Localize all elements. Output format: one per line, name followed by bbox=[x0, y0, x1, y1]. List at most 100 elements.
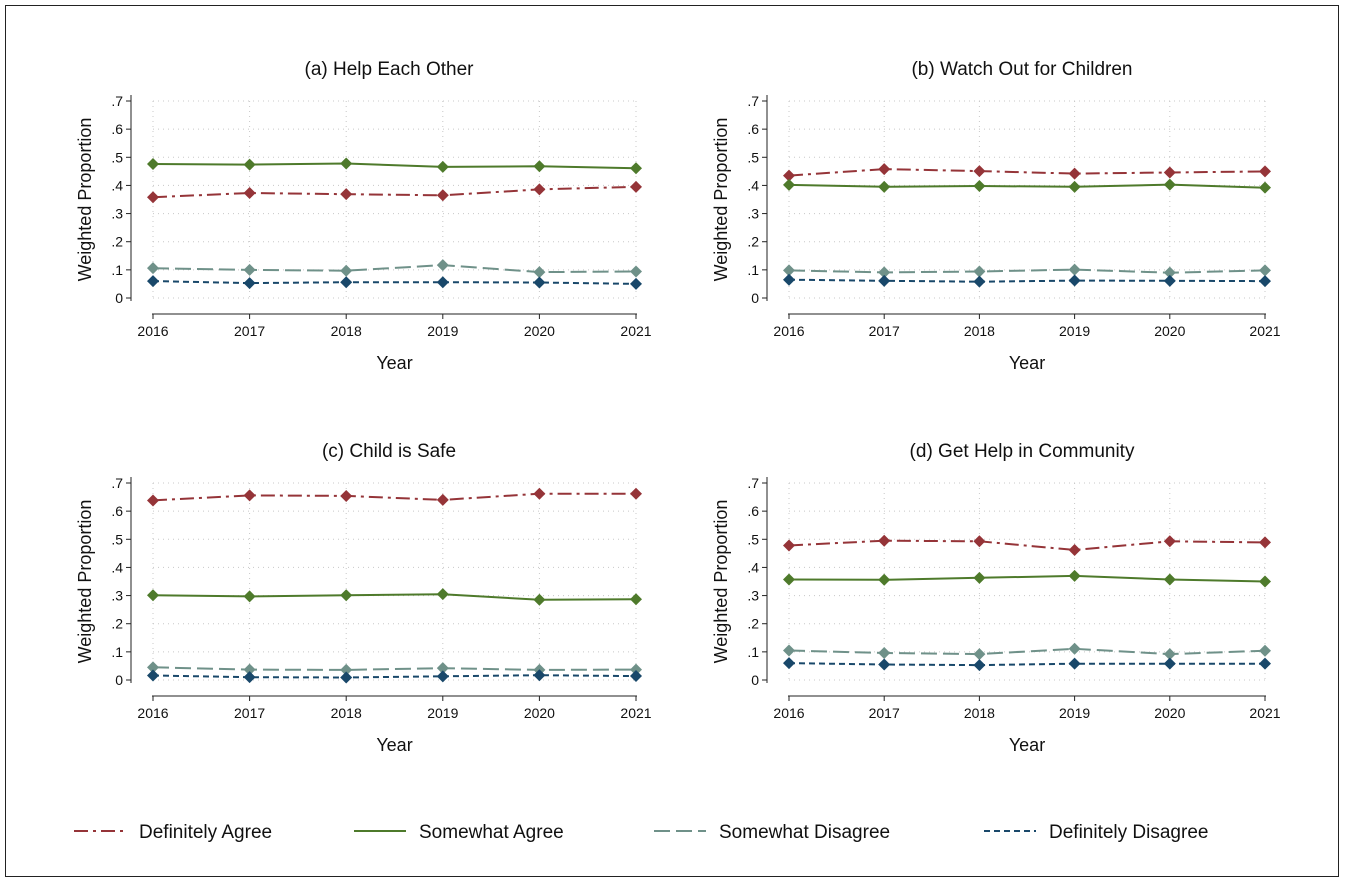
series-line-dd bbox=[152, 280, 637, 285]
data-point-sd bbox=[1163, 266, 1176, 279]
series-line-dd bbox=[152, 674, 637, 679]
x-axis-label: Year bbox=[1009, 353, 1045, 373]
series-line-da bbox=[152, 492, 636, 502]
data-point-sd bbox=[1068, 263, 1081, 276]
legend-label-sd: Somewhat Disagree bbox=[719, 822, 890, 843]
data-point-sa bbox=[147, 158, 159, 171]
series-line-sa bbox=[788, 574, 1266, 583]
data-point-sd bbox=[147, 262, 159, 275]
data-point-da bbox=[783, 539, 795, 552]
data-point-sa bbox=[973, 179, 986, 192]
data-point-sd bbox=[1259, 644, 1271, 657]
data-point-dd bbox=[533, 276, 546, 289]
x-tick-label: 2018 bbox=[331, 705, 362, 721]
data-point-dd bbox=[147, 275, 159, 288]
y-tick-label: .3 bbox=[111, 206, 123, 222]
data-point-da bbox=[783, 169, 795, 182]
y-tick-label: .4 bbox=[111, 559, 123, 575]
figure-canvas: (a) Help Each Other 0 .1 .2 .3 .4 .5 .6 .7 2016 20… bbox=[74, 59, 1281, 843]
data-point-sa bbox=[1163, 573, 1176, 586]
data-point-da bbox=[630, 180, 642, 193]
y-tick-label: .6 bbox=[111, 121, 123, 137]
chart-panel-4: (d) Get Help in Community 0 .1 .2 .3 .4 .5 .6 .7… bbox=[711, 441, 1281, 755]
chart-title: (d) Get Help in Community bbox=[910, 441, 1135, 462]
data-point-da bbox=[243, 489, 256, 502]
x-tick-label: 2019 bbox=[1059, 323, 1090, 339]
data-point-dd bbox=[340, 671, 353, 684]
y-axis-label: Weighted Proportion bbox=[711, 118, 731, 282]
x-tick-label: 2021 bbox=[1249, 705, 1280, 721]
y-tick-label: .7 bbox=[747, 93, 759, 109]
data-point-sa bbox=[878, 573, 891, 586]
y-tick-label: .1 bbox=[111, 644, 123, 660]
data-point-sa bbox=[973, 571, 986, 584]
data-point-dd bbox=[147, 669, 159, 682]
y-tick-label: .6 bbox=[111, 503, 123, 519]
series-line-da bbox=[788, 539, 1266, 552]
y-axis-label: Weighted Proportion bbox=[711, 500, 731, 664]
data-point-sd bbox=[878, 646, 891, 659]
x-tick-label: 2016 bbox=[137, 323, 168, 339]
data-point-dd bbox=[783, 657, 795, 670]
data-point-sa bbox=[1068, 180, 1081, 193]
x-tick-label: 2017 bbox=[869, 323, 900, 339]
data-point-dd bbox=[630, 277, 642, 290]
data-point-da bbox=[243, 187, 256, 200]
chart-panel-1: (a) Help Each Other 0 .1 .2 .3 .4 .5 .6 .7 2016 20… bbox=[75, 59, 652, 373]
data-point-sd bbox=[630, 265, 642, 278]
x-tick-label: 2021 bbox=[620, 705, 651, 721]
data-point-dd bbox=[436, 276, 449, 289]
y-tick-label: .1 bbox=[111, 262, 123, 278]
data-point-dd bbox=[243, 277, 256, 290]
series-line-sd bbox=[152, 264, 637, 274]
data-point-sa bbox=[243, 158, 256, 171]
y-tick-label: .2 bbox=[747, 234, 759, 250]
legend: Definitely Agree Somewhat Agree Somewhat D… bbox=[74, 822, 1208, 843]
data-point-da bbox=[1068, 167, 1081, 180]
data-point-sd bbox=[878, 266, 891, 279]
data-point-dd bbox=[973, 659, 986, 672]
x-tick-label: 2016 bbox=[773, 323, 804, 339]
series-line-sd bbox=[152, 666, 637, 671]
data-point-da bbox=[1259, 165, 1271, 178]
data-point-sa bbox=[1068, 569, 1081, 582]
x-tick-label: 2019 bbox=[1059, 705, 1090, 721]
data-point-sa bbox=[1163, 178, 1176, 191]
y-tick-label: .2 bbox=[111, 616, 123, 632]
data-point-dd bbox=[243, 671, 256, 684]
series-line-da bbox=[788, 168, 1266, 177]
data-point-dd bbox=[630, 670, 642, 683]
data-point-dd bbox=[878, 658, 891, 671]
data-point-da bbox=[878, 534, 891, 547]
y-tick-label: .3 bbox=[747, 206, 759, 222]
y-tick-label: .5 bbox=[747, 149, 759, 165]
data-point-sa bbox=[630, 162, 642, 175]
data-point-sd bbox=[436, 662, 449, 675]
data-point-dd bbox=[436, 670, 449, 683]
series-line-sa bbox=[152, 162, 637, 170]
x-tick-label: 2016 bbox=[773, 705, 804, 721]
series-line-dd bbox=[788, 662, 1265, 667]
data-point-sa bbox=[630, 593, 642, 606]
data-point-dd bbox=[1068, 274, 1081, 287]
y-tick-label: 0 bbox=[751, 290, 759, 306]
y-tick-label: .4 bbox=[747, 559, 759, 575]
y-tick-label: .2 bbox=[747, 616, 759, 632]
data-point-sd bbox=[533, 266, 546, 279]
series-line-da bbox=[152, 185, 637, 199]
y-tick-label: .6 bbox=[747, 503, 759, 519]
chart-panel-3: (c) Child is Safe 0 .1 .2 .3 .4 .5 .6 .7 2016 2017… bbox=[75, 441, 652, 755]
legend-label-dd: Definitely Disagree bbox=[1049, 822, 1208, 843]
data-point-da bbox=[533, 487, 546, 500]
y-tick-label: .5 bbox=[747, 531, 759, 547]
x-tick-label: 2016 bbox=[137, 705, 168, 721]
x-axis-label: Year bbox=[1009, 735, 1045, 755]
legend-label-da: Definitely Agree bbox=[139, 822, 272, 843]
data-point-da bbox=[878, 163, 891, 176]
data-point-da bbox=[1259, 536, 1271, 549]
data-point-sa bbox=[1259, 575, 1271, 588]
data-point-sa bbox=[147, 589, 159, 602]
data-point-sd bbox=[340, 264, 353, 277]
x-tick-label: 2020 bbox=[524, 323, 555, 339]
y-tick-label: .3 bbox=[747, 588, 759, 604]
